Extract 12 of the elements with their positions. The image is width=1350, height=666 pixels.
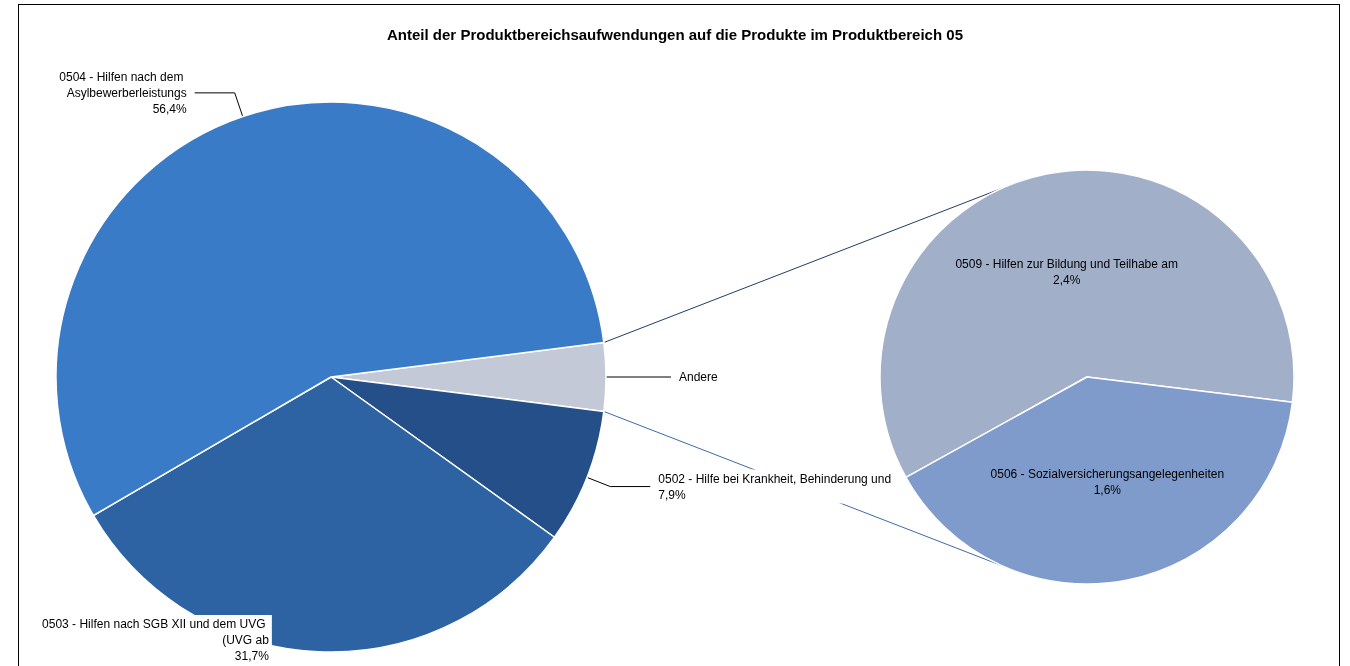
data-label: 1,6% [1093, 482, 1122, 497]
slice-label: Andere [679, 370, 719, 384]
data-label: 7,9% [658, 487, 686, 502]
slice-label: 0502 - Hilfe bei Krankheit, Behinderung und [658, 471, 892, 486]
chart-title: Anteil der Produktbereichsaufwendungen auf die Produkte im Produktbereich 05 [387, 26, 963, 43]
data-label: 31,7% [234, 649, 270, 663]
slice-label: 0509 - Hilfen zur Bildung und Teilhabe am [955, 257, 1178, 272]
data-label: 56,4% [152, 101, 188, 116]
slice-label: 0503 - Hilfen nach SGB XII und dem UVG (UVG ab [42, 617, 270, 647]
data-label: 2,4% [1053, 273, 1081, 288]
slice-label: 0504 - Hilfen nach dem Asylbewerberleistungs [59, 69, 187, 100]
slice-label: 0506 - Sozialversicherungsangelegenheiten [990, 466, 1225, 481]
